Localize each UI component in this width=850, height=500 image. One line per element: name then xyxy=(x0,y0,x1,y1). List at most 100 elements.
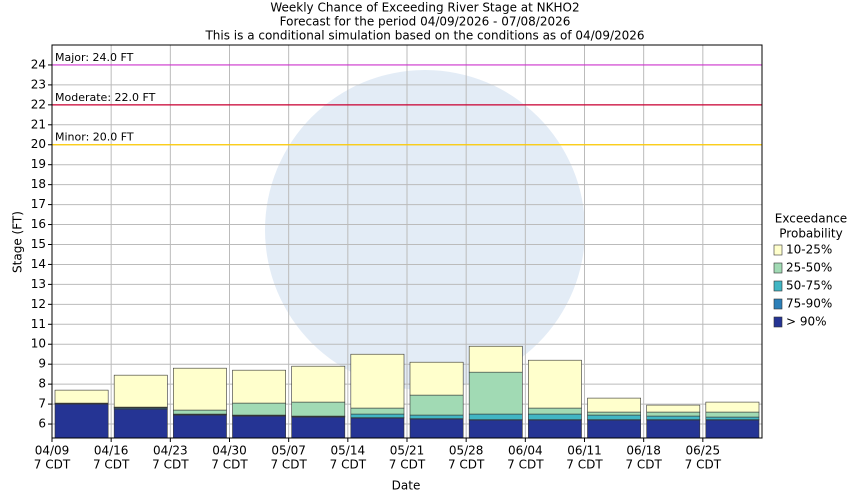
bar-segment xyxy=(232,369,286,404)
x-tick-label: 7 CDT xyxy=(152,458,189,472)
bar-segment xyxy=(646,419,701,439)
bar-segment xyxy=(705,411,760,418)
legend-label: 25-50% xyxy=(786,261,832,275)
bar-segment xyxy=(646,415,701,420)
y-tick-label: 15 xyxy=(31,237,46,251)
bar-segment xyxy=(468,345,523,373)
x-tick-label: 04/16 xyxy=(94,444,129,458)
bar-segment xyxy=(409,418,464,439)
threshold-label: Major: 24.0 FT xyxy=(55,51,134,64)
bar-segment xyxy=(409,414,464,419)
y-tick-label: 11 xyxy=(31,317,46,331)
legend-swatch xyxy=(773,316,783,328)
watermark xyxy=(265,70,585,390)
x-tick-label: 7 CDT xyxy=(330,458,367,472)
bar-segment xyxy=(528,359,582,409)
bar-segment xyxy=(291,416,346,439)
legend-swatch xyxy=(773,262,783,274)
legend-swatch xyxy=(773,280,783,292)
x-tick-label: 7 CDT xyxy=(507,458,544,472)
bar-segment xyxy=(528,419,582,439)
y-tick-label: 20 xyxy=(31,137,46,151)
y-tick-label: 21 xyxy=(31,117,46,131)
x-tick-label: 7 CDT xyxy=(93,458,130,472)
bar-segment xyxy=(350,407,405,415)
watermark-circle xyxy=(265,70,585,390)
x-tick-label: 7 CDT xyxy=(625,458,662,472)
x-tick-label: 7 CDT xyxy=(389,458,426,472)
x-tick-label: 05/28 xyxy=(449,444,484,458)
bar-segment xyxy=(291,365,346,403)
bar-segment xyxy=(350,353,405,409)
bar-segment xyxy=(468,419,523,439)
y-tick-label: 14 xyxy=(31,257,46,271)
y-tick-label: 17 xyxy=(31,197,46,211)
y-tick-label: 23 xyxy=(31,77,46,91)
x-tick-label: 05/21 xyxy=(390,444,425,458)
bar-segment xyxy=(113,408,168,439)
y-tick-label: 13 xyxy=(31,277,46,291)
bar-segment xyxy=(409,394,464,416)
bar-segment xyxy=(409,361,464,396)
bar-segment xyxy=(528,407,582,415)
bar-segment xyxy=(350,413,405,418)
y-tick-label: 19 xyxy=(31,157,46,171)
bar-segment xyxy=(587,414,641,420)
x-tick-label: 05/14 xyxy=(331,444,366,458)
threshold-label: Minor: 20.0 FT xyxy=(55,131,134,144)
legend-title: Exceedance xyxy=(775,212,847,226)
x-tick-label: 05/07 xyxy=(271,444,306,458)
x-tick-label: 06/04 xyxy=(508,444,543,458)
bar-segment xyxy=(54,403,109,439)
legend-label: 50-75% xyxy=(786,279,832,293)
legend-swatch xyxy=(773,244,783,256)
x-tick-label: 04/30 xyxy=(212,444,247,458)
bar-segment xyxy=(173,409,227,415)
plot-frame xyxy=(51,44,763,439)
x-tick-label: 7 CDT xyxy=(270,458,307,472)
bar-segment xyxy=(54,389,109,404)
bar-segment xyxy=(468,413,523,420)
bar-segment xyxy=(232,402,286,416)
y-tick-label: 10 xyxy=(31,337,46,351)
x-tick-label: 7 CDT xyxy=(34,458,71,472)
bar-segment xyxy=(587,397,641,413)
bar-segment xyxy=(468,371,523,415)
y-tick-label: 7 xyxy=(38,397,46,411)
chart-title: Weekly Chance of Exceeding River Stage a… xyxy=(270,1,579,15)
x-tick-label: 04/09 xyxy=(35,444,70,458)
bar-segment xyxy=(705,401,760,413)
y-tick-label: 8 xyxy=(38,377,46,391)
x-tick-label: 7 CDT xyxy=(211,458,248,472)
y-tick-label: 9 xyxy=(38,357,46,371)
legend-label: 75-90% xyxy=(786,297,832,311)
y-tick-label: 6 xyxy=(38,417,46,431)
threshold-label: Moderate: 22.0 FT xyxy=(55,91,156,104)
bar-segment xyxy=(113,374,168,408)
bar-segment xyxy=(705,416,760,420)
bar-segment xyxy=(173,367,227,411)
y-tick-label: 18 xyxy=(31,177,46,191)
x-tick-label: 7 CDT xyxy=(685,458,722,472)
bar-segment xyxy=(350,417,405,439)
legend-title: Probability xyxy=(779,227,842,241)
y-tick-label: 16 xyxy=(31,217,46,231)
chart-note: This is a conditional simulation based o… xyxy=(204,29,644,43)
y-axis-label: Stage (FT) xyxy=(11,211,25,273)
legend-swatch xyxy=(773,298,783,310)
chart-subtitle: Forecast for the period 04/09/2026 - 07/… xyxy=(280,15,571,29)
x-tick-label: 06/11 xyxy=(567,444,602,458)
x-tick-label: 7 CDT xyxy=(448,458,485,472)
legend-label: > 90% xyxy=(786,315,827,329)
bar-segment xyxy=(646,411,701,417)
bar-segment xyxy=(646,404,701,413)
y-tick-label: 24 xyxy=(31,57,46,71)
y-tick-label: 12 xyxy=(31,297,46,311)
bar-segment xyxy=(528,413,582,420)
y-tick-label: 22 xyxy=(31,97,46,111)
bar-segment xyxy=(232,415,286,439)
legend-label: 10-25% xyxy=(786,243,832,257)
x-tick-label: 06/18 xyxy=(626,444,661,458)
bar-segment xyxy=(173,414,227,439)
